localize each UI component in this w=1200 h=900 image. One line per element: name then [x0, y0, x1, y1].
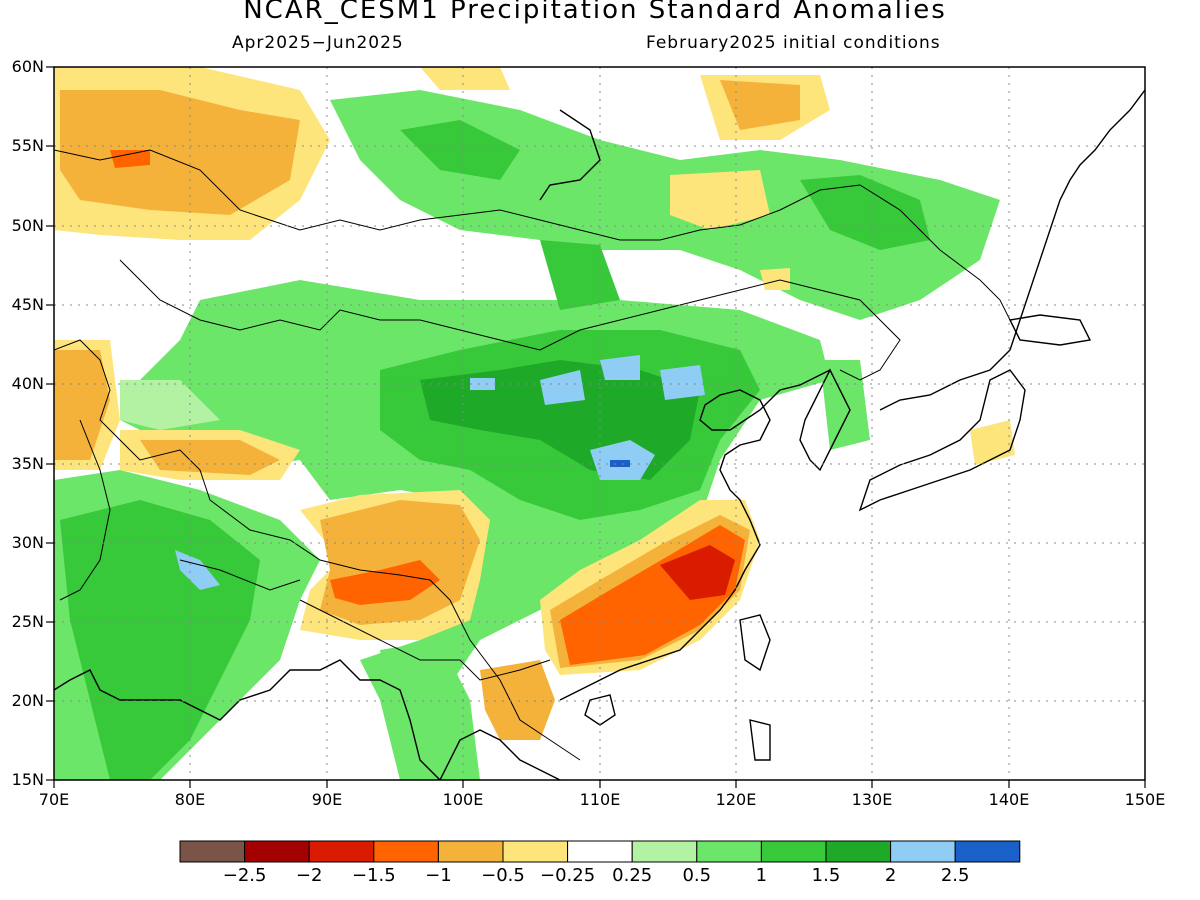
colorbar-swatch	[502, 840, 569, 863]
dry-region-mongolia	[670, 170, 770, 230]
colorbar-label: 0.5	[682, 865, 712, 886]
dry-region-west-mid-2	[54, 350, 110, 460]
lon-label: 80E	[174, 790, 206, 809]
wet-region-korea	[820, 360, 870, 450]
lat-label: 55N	[11, 136, 44, 155]
lat-label: 35N	[11, 454, 44, 473]
lon-label: 140E	[988, 790, 1030, 809]
lat-label: 45N	[11, 295, 44, 314]
colorbar-swatch	[954, 840, 1021, 863]
wet-region-northeast-strong	[800, 175, 930, 250]
lon-label: 90E	[311, 790, 343, 809]
dry-region-siberia-top	[420, 67, 510, 90]
map-title: NCAR_CESM1 Precipitation Standard Anomal…	[243, 0, 947, 25]
lat-label: 40N	[11, 374, 44, 393]
colorbar-label: 1.5	[811, 865, 841, 886]
colorbar-swatch	[760, 840, 827, 863]
colorbar-label: −2.5	[222, 865, 267, 886]
colorbar-swatch	[244, 840, 310, 863]
wet-region-south-asia-strong	[60, 500, 260, 780]
colorbar-swatch	[567, 840, 633, 863]
dry-region-tibet-north-mid	[140, 440, 280, 475]
extreme-wet-patch	[610, 460, 630, 467]
colorbar-label: −1	[425, 865, 452, 886]
colorbar-swatch	[437, 840, 504, 863]
gridlines	[54, 67, 1145, 780]
wet-region-indochina	[380, 640, 480, 780]
wet-region-north-light	[120, 380, 220, 430]
lat-label: 25N	[11, 612, 44, 631]
colorbar-swatch	[825, 840, 892, 863]
dry-region-northwest-strong	[110, 150, 150, 168]
initial-conditions: February2025 initial conditions	[646, 33, 941, 53]
coastlines	[54, 89, 1145, 780]
very-wet-patch-himalaya	[175, 550, 220, 590]
colorbar-swatch	[696, 840, 762, 863]
colorbar-label: 1	[755, 865, 768, 886]
colorbar-swatch	[373, 840, 439, 863]
colorbar-label: −0.5	[481, 865, 525, 886]
lat-label: 15N	[11, 770, 44, 789]
dry-region-northwest-mid	[60, 90, 300, 215]
anomaly-field	[54, 67, 1145, 780]
country-borders	[54, 149, 1011, 761]
lat-label: 60N	[11, 57, 44, 76]
colorbar-label: −2	[295, 865, 323, 886]
axis-ticks	[46, 66, 1146, 788]
colorbar-label: 2.5	[940, 865, 970, 886]
very-wet-patch-1	[540, 370, 585, 405]
dry-region-tibet-east-strong	[330, 560, 440, 605]
colorbar	[179, 840, 1021, 863]
lat-label: 20N	[11, 691, 44, 710]
very-wet-patch-2	[600, 355, 640, 380]
colorbar-label: −0.25	[540, 865, 596, 886]
forecast-period: Apr2025−Jun2025	[232, 33, 404, 53]
lon-label: 70E	[38, 790, 70, 809]
colorbar-swatch	[631, 840, 698, 863]
dry-region-indochina	[480, 660, 555, 740]
lon-label: 100E	[442, 790, 484, 809]
colorbar-swatch	[179, 840, 246, 863]
very-wet-patch-3	[660, 365, 705, 400]
lat-label: 30N	[11, 533, 44, 552]
very-wet-patch-4	[470, 378, 495, 390]
lon-label: 110E	[579, 790, 621, 809]
dry-region-manchuria-small	[760, 268, 790, 290]
colorbar-label: −1.5	[351, 865, 396, 886]
colorbar-label: 0.25	[612, 865, 653, 886]
dry-region-south-china-very	[660, 545, 735, 600]
colorbar-swatch	[308, 840, 375, 863]
colorbar-swatch	[890, 840, 956, 863]
lon-label: 130E	[851, 790, 893, 809]
wet-region-north-strong	[400, 120, 520, 180]
lon-label: 120E	[715, 790, 757, 809]
lon-label: 150E	[1124, 790, 1166, 809]
lat-label: 50N	[11, 216, 44, 235]
colorbar-label: 2	[884, 865, 897, 886]
wet-region-mongolia	[540, 240, 620, 310]
dry-region-baikal-east-mid	[720, 80, 800, 130]
